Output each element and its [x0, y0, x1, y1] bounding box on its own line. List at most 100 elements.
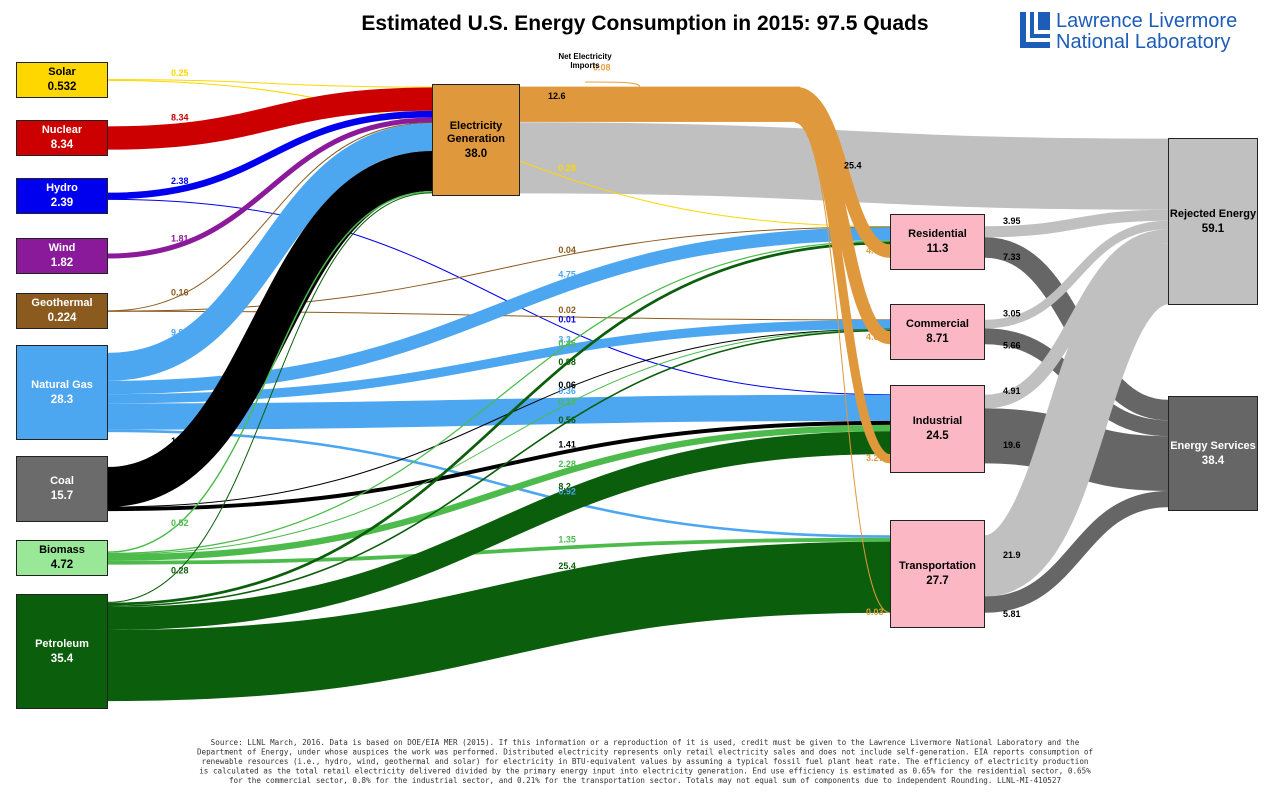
node-name: Biomass [39, 544, 85, 556]
flow [106, 150, 434, 507]
link-label: 25.4 [558, 561, 576, 571]
node-value: 28.3 [50, 393, 74, 406]
node-value: 0.224 [47, 312, 77, 324]
node-value: 27.7 [926, 575, 949, 587]
logo-text: Lawrence Livermore [1056, 10, 1237, 32]
flow [984, 229, 1169, 409]
flow [794, 121, 891, 614]
node-name: Coal [50, 475, 74, 487]
flow [107, 122, 433, 381]
node-value: 4.72 [50, 559, 74, 571]
node-box: Petroleum 35.4 [16, 594, 108, 709]
flow [793, 86, 892, 258]
link-label: 12.6 [548, 91, 566, 101]
node-box: Electricity Generation 38.0 [432, 84, 520, 196]
node-name: Petroleum [35, 637, 89, 650]
node-name: Electricity Generation [446, 119, 506, 145]
chart-title: Estimated U.S. Energy Consumption in 201… [361, 12, 928, 35]
node-value: 0.532 [47, 81, 77, 93]
link-label: 1.81 [171, 234, 189, 244]
footnote: Source: LLNL March, 2016. Data is based … [197, 738, 1093, 785]
link-label: 3.05 [1003, 308, 1021, 318]
link-label: 7.33 [1003, 252, 1021, 262]
link-label: 3.95 [1003, 216, 1021, 226]
link-label: 9.99 [171, 327, 189, 337]
flow [107, 87, 433, 150]
link-label: 0.28 [171, 565, 189, 575]
node-name: Rejected Energy [1169, 207, 1257, 220]
node-box: Residential 11.3 [890, 214, 985, 270]
node-name: Solar [48, 66, 76, 78]
link-label: 3.3 [558, 334, 571, 344]
electricity-delivered [520, 86, 800, 122]
link-label: 25.4 [844, 160, 862, 170]
link-label: 14.3 [171, 436, 189, 446]
link-label: 0.45 [558, 339, 576, 349]
link-label: 8.2 [558, 481, 571, 491]
node-label: Net Electricity Imports [558, 52, 612, 70]
link-label: 2.28 [558, 459, 576, 469]
link-label: 2.38 [171, 176, 189, 186]
node-box: Rejected Energy 59.1 [1168, 138, 1258, 305]
flow [107, 328, 891, 555]
flow [107, 241, 891, 606]
link-label: 4.63 [866, 332, 884, 342]
node-name: Geothermal [31, 297, 93, 309]
footnote-line: renewable resources (i.e., hydro, wind, … [202, 757, 1089, 766]
flow [107, 420, 891, 512]
footnote-line: for the commercial sector, 0.8% for the … [229, 776, 1061, 785]
link-label: 4.79 [866, 245, 884, 255]
link-label: 0.16 [171, 288, 189, 298]
node-name: Transportation [898, 560, 976, 572]
flow [107, 117, 433, 259]
link-label: 4.75 [558, 270, 576, 280]
node-box: Geothermal 0.224 [16, 293, 108, 329]
link-label: 0.08 [593, 62, 611, 72]
node-name: Natural Gas [31, 378, 93, 391]
node-value: 59.1 [1201, 222, 1225, 235]
link-label: 21.9 [1003, 550, 1021, 560]
node-box: Nuclear 8.34 [16, 120, 108, 156]
node-box: Industrial 24.5 [890, 385, 985, 473]
node-box: Energy Services 38.4 [1168, 396, 1258, 511]
flow [980, 243, 1173, 597]
node-name: Wind [48, 242, 76, 254]
link-label: 9.36 [558, 386, 576, 396]
node-name: Hydro [46, 182, 78, 194]
link-label: 1.35 [558, 534, 576, 544]
flow [107, 110, 433, 200]
link-label: 0.52 [171, 518, 189, 528]
node-value: 8.34 [50, 139, 74, 151]
node-box: Coal 15.7 [16, 456, 108, 522]
node-value: 38.0 [464, 147, 488, 160]
node-name: Commercial [906, 318, 969, 330]
node-name: Nuclear [41, 124, 83, 136]
node-name: Energy Services [1170, 439, 1256, 452]
node-name: Industrial [912, 415, 963, 427]
links [106, 79, 1173, 702]
flow [107, 79, 433, 88]
link-label: 5.81 [1003, 609, 1021, 619]
link-label: 0.92 [558, 486, 576, 496]
link-label: 0.98 [558, 357, 576, 367]
flow [107, 240, 891, 555]
flow [107, 537, 891, 565]
flow [584, 81, 641, 88]
node-value: 38.4 [1201, 454, 1225, 467]
link-label: 0.28 [558, 163, 576, 173]
footnote-line: Source: LLNL March, 2016. Data is based … [211, 738, 1080, 747]
node-box: Commercial 8.71 [890, 304, 985, 360]
flow [107, 429, 891, 538]
node-name: Residential [908, 228, 967, 240]
flow [793, 113, 892, 464]
link-label: 0.04 [558, 245, 576, 255]
flow [107, 329, 891, 608]
node-box: Natural Gas 28.3 [16, 345, 108, 440]
link-label: 1.41 [558, 440, 576, 450]
flow [107, 328, 891, 508]
flow [107, 191, 433, 553]
node-value: 2.39 [50, 197, 74, 209]
node-value: 11.3 [926, 243, 949, 255]
logo-icon [1020, 12, 1050, 48]
